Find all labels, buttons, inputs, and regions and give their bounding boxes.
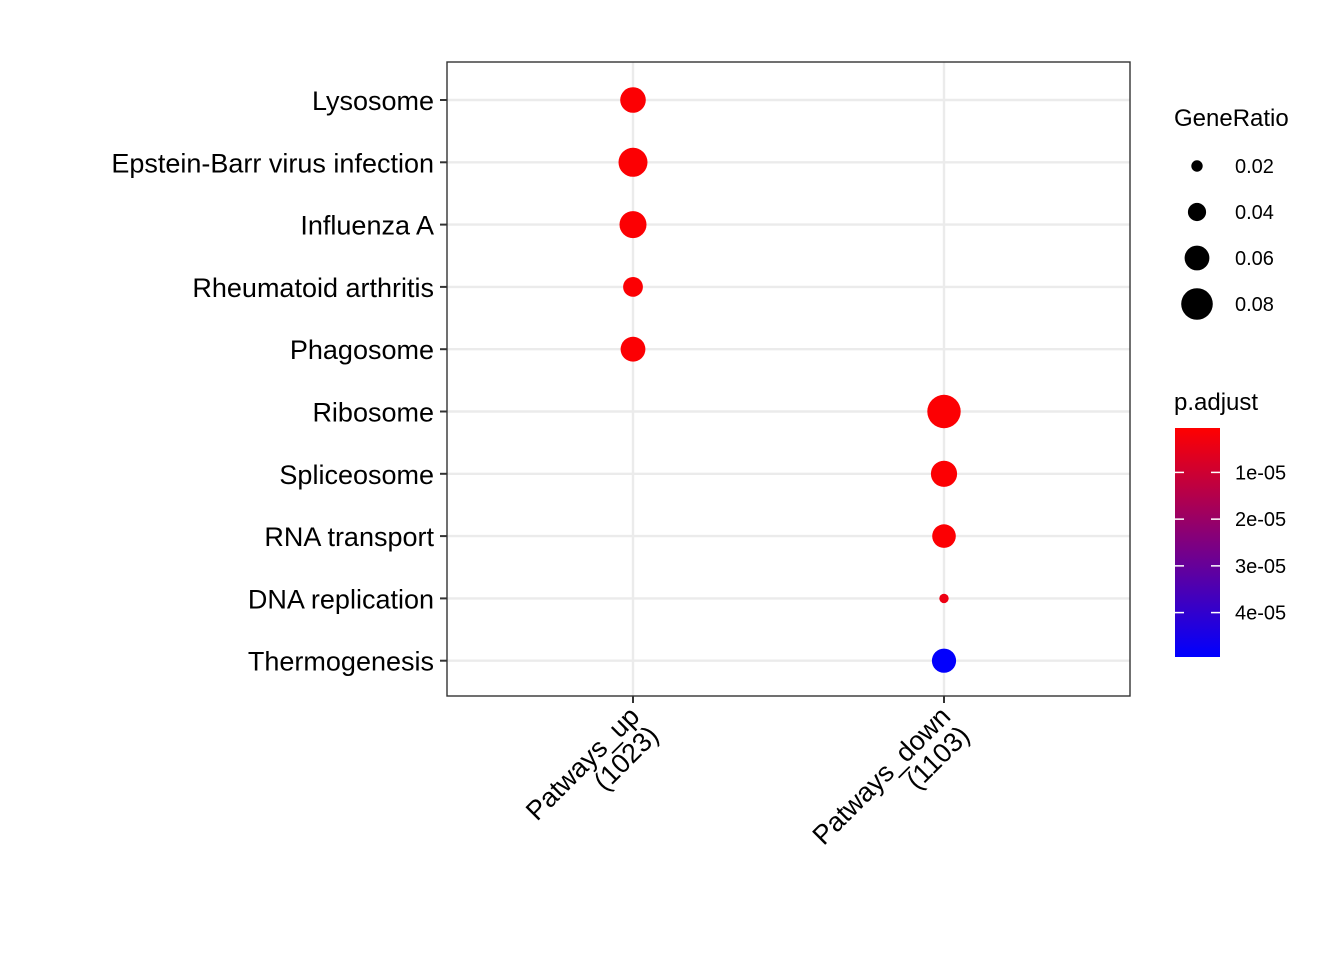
y-tick-label: Thermogenesis — [248, 647, 434, 677]
size-legend-key — [1187, 202, 1207, 222]
y-tick-label: RNA transport — [264, 522, 434, 552]
size-legend-label: 0.04 — [1235, 202, 1274, 224]
color-legend: p.adjust 1e-05 2e-05 3e-05 4e-05 — [1174, 389, 1286, 657]
size-legend-key — [1184, 245, 1210, 271]
size-legend-key — [1181, 288, 1213, 320]
size-legend-title: GeneRatio — [1174, 105, 1289, 132]
data-point — [931, 648, 957, 673]
size-legend-label: 0.08 — [1235, 294, 1274, 316]
color-legend-title: p.adjust — [1174, 389, 1258, 416]
size-legend-key — [1191, 160, 1203, 172]
data-point — [619, 211, 647, 239]
y-tick-label: Ribosome — [312, 398, 434, 428]
size-legend: GeneRatio 0.02 0.04 0.06 0.08 — [1174, 105, 1289, 320]
data-point — [932, 524, 956, 548]
color-legend-label: 2e-05 — [1235, 509, 1286, 531]
data-point — [623, 277, 643, 297]
color-bar — [1175, 428, 1220, 657]
data-points — [618, 87, 961, 673]
data-point — [939, 593, 949, 604]
y-axis: Lysosome Epstein-Barr virus infection Infl… — [111, 86, 447, 677]
data-point — [930, 460, 958, 487]
color-legend-label: 1e-05 — [1235, 462, 1286, 484]
y-tick-label: Lysosome — [312, 86, 434, 116]
color-legend-label: 3e-05 — [1235, 556, 1286, 578]
y-tick-label: Epstein-Barr virus infection — [111, 148, 434, 178]
data-point — [620, 87, 646, 113]
size-legend-label: 0.02 — [1235, 156, 1274, 178]
size-legend-label: 0.06 — [1235, 248, 1274, 270]
color-legend-label: 4e-05 — [1235, 603, 1286, 625]
data-point — [927, 394, 961, 429]
panel-border — [446, 61, 1131, 697]
y-tick-label: Spliceosome — [279, 460, 434, 490]
y-tick-label: Phagosome — [290, 335, 434, 365]
data-point — [620, 336, 646, 362]
y-tick-label: Rheumatoid arthritis — [192, 273, 434, 303]
data-point — [618, 147, 648, 177]
y-tick-label: Influenza A — [300, 211, 434, 241]
y-tick-label: DNA replication — [248, 584, 434, 614]
